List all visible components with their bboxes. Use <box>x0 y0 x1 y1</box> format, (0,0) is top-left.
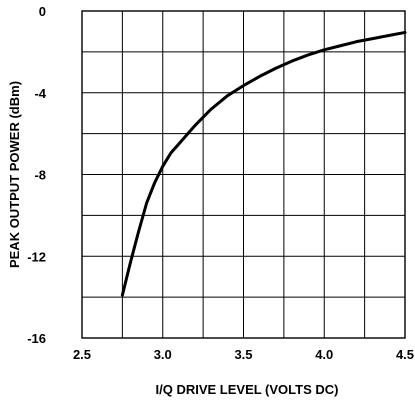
x-tick-label: 3.5 <box>234 347 252 362</box>
y-tick-label: -8 <box>34 168 46 183</box>
y-axis-title: PEAK OUTPUT POWER (dBm) <box>7 81 22 268</box>
y-tick-label: -4 <box>34 86 46 101</box>
x-tick-label: 2.5 <box>73 347 91 362</box>
x-tick-label: 4.0 <box>315 347 333 362</box>
plot-frame <box>81 10 406 339</box>
y-tick-labels: 0 -4 -8 -12 -16 <box>27 4 47 346</box>
x-tick-label: 3.0 <box>154 347 172 362</box>
grid <box>82 11 405 338</box>
x-tick-label: 4.5 <box>396 347 414 362</box>
x-tick-labels: 2.5 3.0 3.5 4.0 4.5 <box>73 347 414 362</box>
y-tick-label: -16 <box>27 331 46 346</box>
y-tick-label: 0 <box>39 4 46 19</box>
x-axis-title: I/Q DRIVE LEVEL (VOLTS DC) <box>156 382 339 397</box>
series-group <box>120 30 407 297</box>
series-line-0 <box>120 30 407 297</box>
y-tick-label: -12 <box>27 249 46 264</box>
